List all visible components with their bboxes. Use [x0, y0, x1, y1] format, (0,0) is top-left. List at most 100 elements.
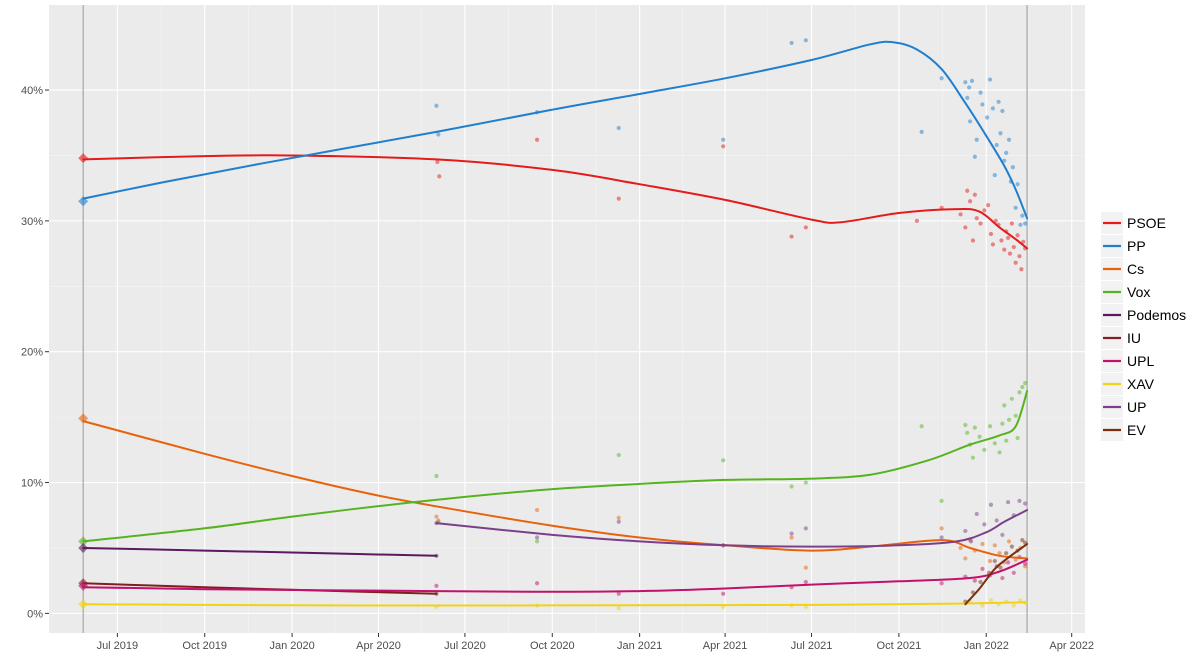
trend-line-podemos [82, 547, 438, 557]
poll-point-psoe [982, 208, 987, 213]
x-tick-label: Jul 2019 [97, 640, 139, 652]
poll-point-psoe [721, 144, 726, 149]
poll-point-cs [434, 514, 439, 519]
x-tick-label: Apr 2020 [356, 640, 401, 652]
poll-point-pp [980, 102, 985, 107]
poll-point-vox [997, 450, 1002, 455]
poll-point-vox [1023, 381, 1028, 386]
poll-point-pp [985, 115, 990, 120]
election-result-marker-vox [78, 536, 89, 547]
poll-point-xav [980, 603, 985, 608]
poll-point-pp [1023, 221, 1028, 226]
poll-point-cs [939, 526, 944, 531]
y-tick-label: 40% [21, 85, 43, 97]
poll-point-vox [965, 430, 970, 435]
poll-point-pp [963, 80, 968, 85]
poll-point-pp [434, 103, 439, 108]
poll-point-upl [1000, 575, 1005, 581]
poll-point-psoe [988, 231, 994, 237]
poll-point-psoe [986, 203, 991, 208]
election-result-marker-podemos [78, 542, 89, 553]
poll-point-vox [1006, 417, 1012, 422]
poll-point-cs [534, 507, 540, 513]
trend-lines [82, 40, 1029, 607]
poll-point-up [994, 518, 999, 523]
poll-point-psoe [990, 242, 995, 247]
poll-point-pp [972, 154, 977, 159]
poll-point-upl [972, 578, 977, 583]
poll-point-psoe [967, 199, 973, 204]
poll-point-cs [997, 551, 1002, 556]
poll-point-pp [998, 131, 1003, 136]
election-result-marker-upl [78, 580, 89, 591]
legend-label-podemos: Podemos [1127, 307, 1186, 323]
poll-point-psoe [789, 234, 794, 239]
reference-lines [82, 5, 1028, 633]
major-gridlines [49, 5, 1085, 633]
poll-point-cs [958, 545, 963, 551]
poll-point-xav [988, 598, 994, 603]
y-axis: 0% 10% 20% 30% 40% [21, 85, 49, 620]
election-markers [78, 153, 89, 610]
poll-point-up [1023, 501, 1028, 506]
election-result-marker-cs [78, 413, 89, 424]
legend-label-iu: IU [1127, 330, 1141, 346]
poll-point-upl [1005, 560, 1011, 565]
poll-point-pp [1002, 158, 1007, 163]
poll-point-vox [992, 441, 997, 446]
x-tick-label: Apr 2022 [1049, 640, 1094, 652]
poll-point-up [968, 539, 974, 544]
x-tick-label: Jan 2021 [617, 640, 662, 652]
poll-point-pp [1018, 222, 1023, 227]
poll-point-psoe [1015, 233, 1020, 238]
poll-point-cs [980, 541, 985, 547]
election-result-marker-xav [78, 599, 89, 610]
poll-point-psoe [972, 192, 977, 197]
poll-point-up [1017, 498, 1022, 503]
poll-point-up [988, 502, 994, 507]
poll-point-upl [534, 581, 540, 586]
poll-point-pp [436, 132, 441, 137]
poll-point-pp [1020, 213, 1025, 218]
poll-point-ev [998, 565, 1003, 570]
poll-point-psoe [1002, 247, 1007, 252]
poll-point-upl [1011, 570, 1016, 575]
poll-point-ev [992, 558, 997, 564]
poll-point-up [982, 522, 987, 527]
poll-point-cs [803, 565, 808, 570]
x-tick-label: Oct 2020 [530, 640, 575, 652]
poll-point-psoe [978, 221, 983, 226]
poll-point-pp [987, 77, 993, 82]
poll-point-pp [965, 95, 970, 100]
poll-point-cs [987, 558, 993, 564]
poll-point-xav [616, 606, 621, 611]
poll-point-pp [1015, 182, 1020, 187]
poll-point-up [1000, 532, 1005, 537]
poll-point-pp [939, 76, 944, 81]
trend-line-up [435, 509, 1029, 548]
poll-point-pp [990, 106, 995, 111]
trend-line-xav [82, 601, 1029, 607]
poll-point-pp [1000, 108, 1005, 114]
poll-point-up [963, 528, 968, 534]
trend-line-vox [82, 390, 1029, 543]
election-result-marker-pp [78, 196, 89, 207]
legend-label-xav: XAV [1127, 376, 1155, 392]
y-tick-label: 10% [21, 478, 43, 490]
poll-point-psoe [970, 238, 976, 243]
legend-label-cs: Cs [1127, 261, 1144, 277]
legend-label-psoe: PSOE [1127, 215, 1166, 231]
trend-line-pp [82, 40, 1029, 220]
legend-label-up: UP [1127, 399, 1146, 415]
poll-point-psoe [1005, 235, 1011, 240]
poll-point-psoe [1013, 260, 1018, 265]
poll-point-psoe [974, 216, 979, 221]
poll-point-vox [721, 458, 726, 463]
poll-point-pp [969, 78, 975, 83]
trend-line-upl [82, 558, 1029, 593]
poll-point-psoe [437, 174, 442, 179]
poll-point-cs [789, 535, 794, 540]
poll-point-vox [939, 498, 944, 503]
